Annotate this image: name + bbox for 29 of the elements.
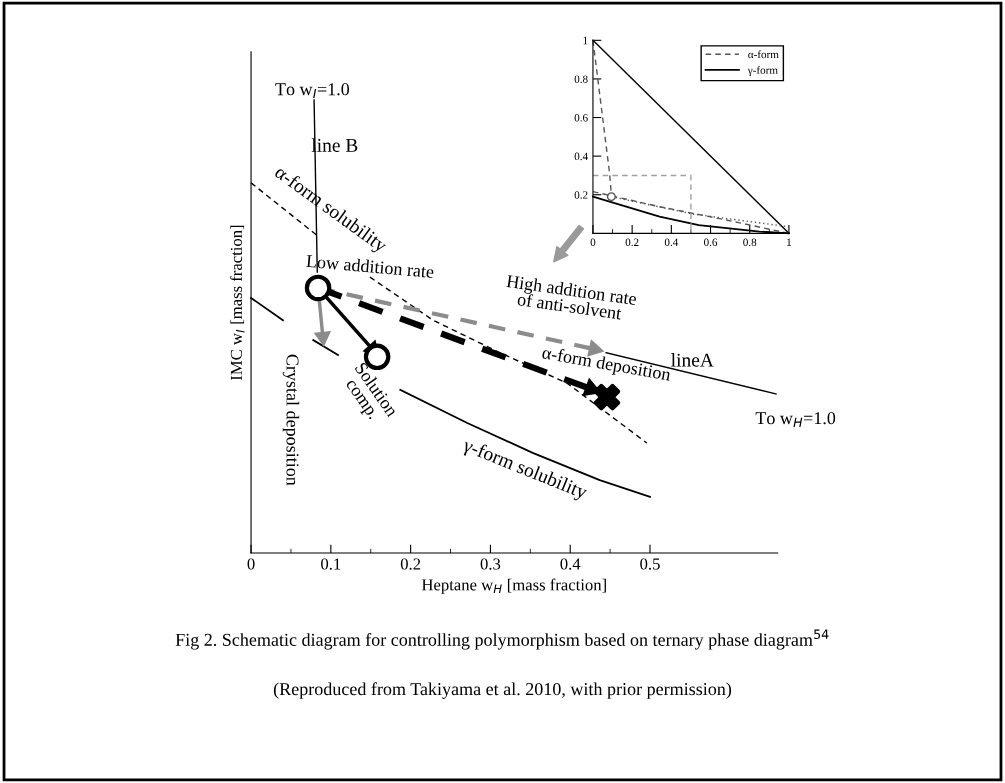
- x-tick-label: 0.6: [704, 238, 718, 247]
- x-tick-label: 0.2: [400, 558, 421, 570]
- y-tick-label: 0.2: [574, 191, 588, 199]
- series-label: lineA: [671, 353, 714, 367]
- annotation: High addition rate of anti-solvent: [505, 274, 637, 320]
- annotation: α-form deposition: [541, 345, 672, 385]
- x-tick-label: 0.4: [664, 238, 679, 247]
- x-tick-label: 0.5: [640, 558, 660, 570]
- x-tick-label: 1: [787, 238, 792, 246]
- x-tick-label: 0.8: [743, 238, 757, 247]
- y-axis-title: IMC w$_{I}$ [mass fraction]: [230, 225, 245, 381]
- y-tick-label: 0.6: [574, 113, 588, 122]
- x-tick-label: 0: [590, 238, 596, 247]
- annotation: Low addition rate: [306, 254, 434, 279]
- legend-label: γ-form: [747, 66, 778, 77]
- caption: Fig 2. Schematic diagram for controlling polymorphism based on ternary phase diagram$^{54}$: [175, 629, 829, 650]
- x-tick-label: 0.1: [321, 558, 341, 570]
- text: (Reproduced from Takiyama et al. 2010, with prior permission): [273, 682, 732, 699]
- annotation: To w$_{H}$=1.0: [755, 412, 836, 428]
- annotation: Crystal deposition: [282, 354, 300, 486]
- x-tick-label: 0: [247, 558, 255, 570]
- y-tick-label: 0.8: [574, 75, 588, 83]
- x-tick-label: 0.3: [480, 558, 501, 570]
- text: To w$_{I}$=1.0: [275, 83, 350, 99]
- x-tick-label: 0.2: [625, 238, 639, 247]
- legend-label: α-form: [748, 50, 779, 59]
- y-tick-label: 1: [583, 36, 588, 45]
- x-axis-title: Heptane w$_{H}$ [mass fraction]: [421, 578, 606, 594]
- y-tick-label: 0.4: [574, 152, 588, 161]
